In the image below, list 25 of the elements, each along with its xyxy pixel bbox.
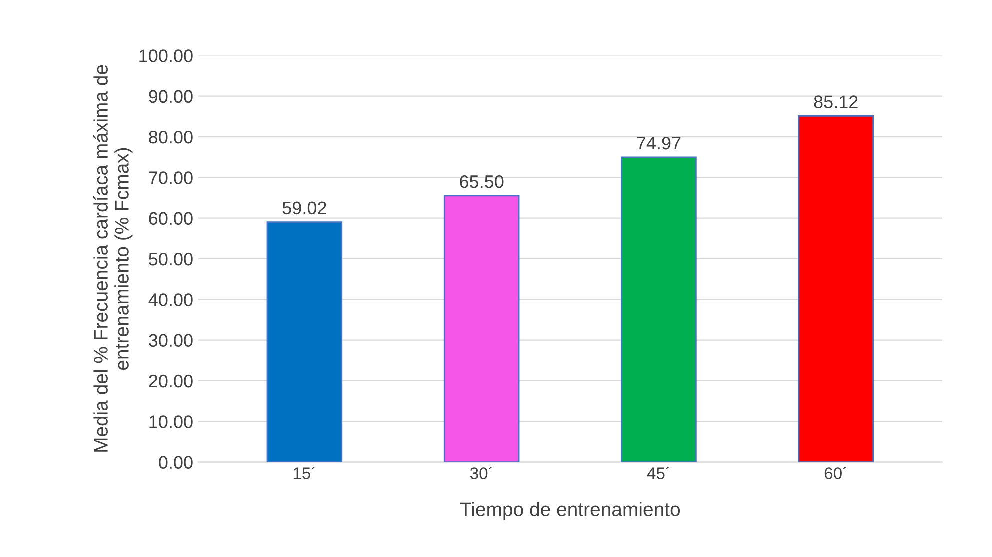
y-tick-label: 100.00 (140, 50, 193, 62)
x-tick-label: 30´ (470, 466, 492, 480)
y-tick-label: 20.00 (149, 374, 193, 388)
y-axis-title: Media del % Frecuencia cardíaca máxima de entrenamiento (% Fcmax) (93, 65, 133, 452)
data-label: 59.02 (282, 202, 326, 215)
y-tick-label: 80.00 (149, 130, 193, 144)
x-tick-label: 60´ (824, 466, 847, 480)
y-tick-label: 60.00 (149, 212, 193, 226)
y-tick-label: 10.00 (150, 416, 193, 428)
data-label: 85.12 (814, 96, 858, 108)
y-tick-label: 50.00 (149, 252, 193, 266)
x-tick-label: 15´ (294, 466, 316, 480)
y-tick-label: 0.00 (159, 456, 193, 470)
y-tick-label: 70.00 (149, 172, 193, 184)
data-label: 65.50 (460, 175, 504, 188)
y-tick-label: 30.00 (149, 334, 193, 348)
bar (621, 156, 697, 462)
x-axis-title: Tiempo de entrenamiento (460, 502, 680, 520)
y-tick-label: 90.00 (149, 90, 193, 104)
y-tick-label: 40.00 (148, 294, 193, 306)
data-label: 74.97 (637, 136, 681, 150)
bar (798, 116, 874, 462)
bar (444, 195, 520, 462)
bar (266, 222, 343, 462)
x-tick-label: 45´ (647, 466, 670, 480)
